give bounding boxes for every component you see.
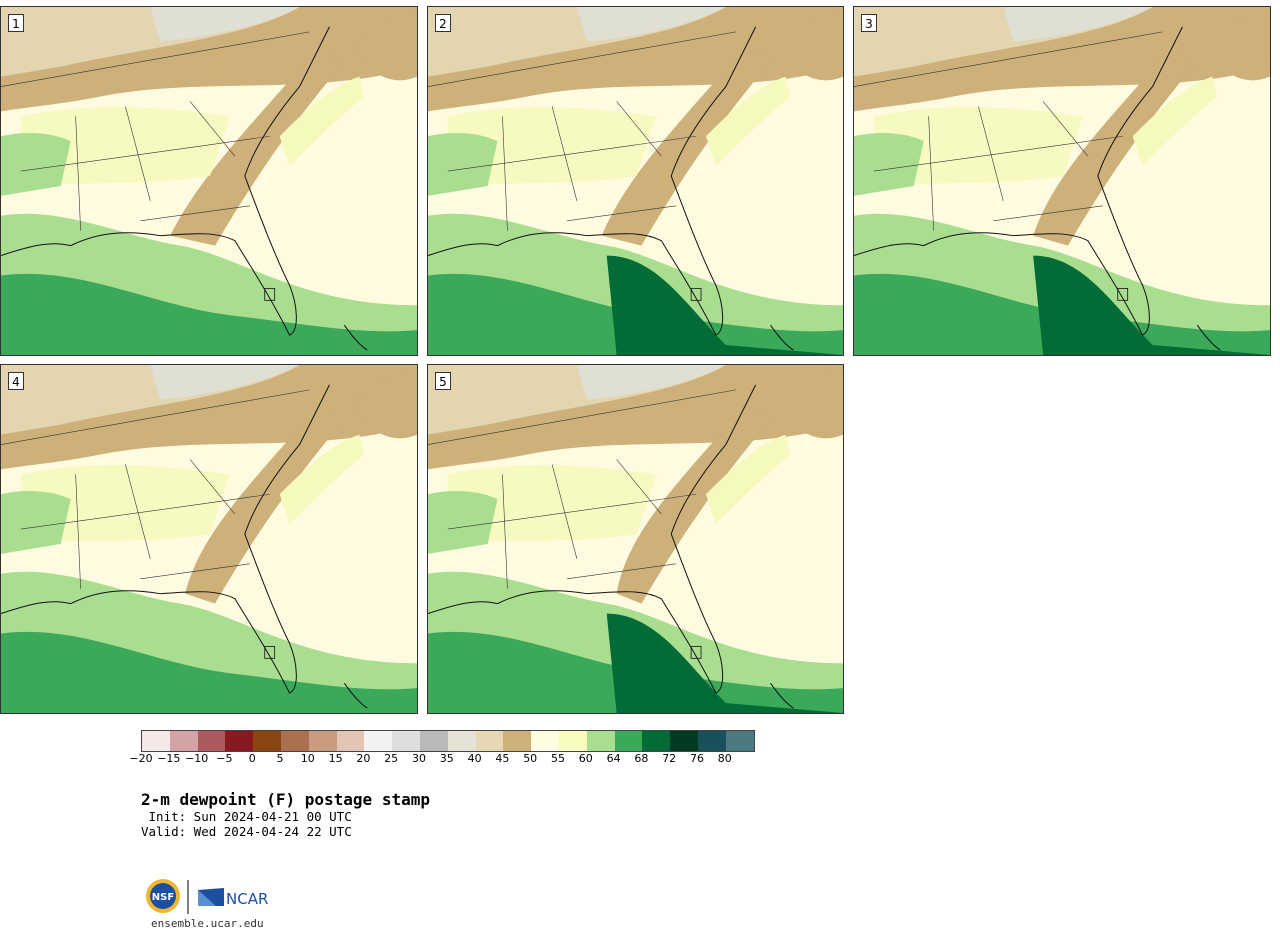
colorbar-tick-label: 50 [523, 752, 538, 765]
colorbar-swatch [253, 731, 281, 751]
colorbar-tick-label: 0 [248, 752, 256, 765]
colorbar-swatch [197, 731, 226, 751]
colorbar-tick-label: 60 [578, 752, 593, 765]
map-panel-5: 5 [427, 364, 844, 714]
colorbar-tick-label: 45 [495, 752, 510, 765]
colorbar-swatch [614, 731, 643, 751]
colorbar-swatch [225, 731, 254, 751]
valid-time: Valid: Wed 2024-04-24 22 UTC [141, 824, 352, 839]
colorbar-swatch [169, 731, 198, 751]
panel-number: 4 [8, 372, 24, 390]
colorbar-tick-label: 35 [439, 752, 454, 765]
colorbar-swatch [142, 731, 170, 751]
colorbar-swatch [642, 731, 671, 751]
colorbar-swatch [308, 731, 337, 751]
colorbar-swatch [336, 731, 365, 751]
svg-text:NCAR: NCAR [226, 890, 268, 908]
colorbar-tick-label: 15 [328, 752, 343, 765]
colorbar-swatch [697, 731, 726, 751]
colorbar-ticks: −20 −15 −10 −5 0 5 10 15 20 25 30 35 40 45 50 55 60 64 68 7… [129, 752, 761, 768]
colorbar-tick-label: 30 [412, 752, 426, 765]
colorbar-swatch [725, 731, 754, 751]
website-url: ensemble.ucar.edu [151, 917, 264, 930]
dewpoint-map-5 [428, 365, 843, 713]
colorbar-tick-label: −20 [129, 752, 153, 765]
panel-number: 2 [435, 14, 451, 32]
colorbar [141, 730, 755, 752]
colorbar-tick-label: −5 [216, 752, 233, 765]
colorbar-tick-label: 55 [551, 752, 565, 765]
colorbar-swatch [586, 731, 615, 751]
colorbar-tick-label: 68 [634, 752, 649, 765]
svg-text:NSF: NSF [152, 892, 174, 903]
plot-title: 2-m dewpoint (F) postage stamp [141, 790, 430, 809]
colorbar-swatch [419, 731, 448, 751]
colorbar-tick-label: 64 [606, 752, 621, 765]
colorbar-tick-label: −10 [184, 752, 209, 765]
panel-number: 5 [435, 372, 451, 390]
colorbar-tick-label: 20 [356, 752, 371, 765]
colorbar-swatch [503, 731, 532, 751]
dewpoint-map-3 [854, 7, 1270, 355]
nsf-ncar-logo: NSF NCAR [146, 879, 268, 914]
map-panel-1: 1 [0, 6, 418, 356]
colorbar-tick-label: 76 [690, 752, 704, 765]
dewpoint-map-1 [1, 7, 417, 355]
colorbar-swatch [558, 731, 587, 751]
panel-number: 3 [861, 14, 877, 32]
dewpoint-map-4 [1, 365, 417, 713]
colorbar-tick-label: 72 [662, 752, 677, 765]
dewpoint-map-2 [428, 7, 843, 355]
colorbar-swatch [670, 731, 698, 751]
colorbar-tick-label: 40 [467, 752, 482, 765]
panel-number: 1 [8, 14, 24, 32]
colorbar-swatch [447, 731, 476, 751]
colorbar-swatch [475, 731, 504, 751]
colorbar-tick-label: 80 [717, 752, 732, 765]
colorbar-tick-label: −15 [157, 752, 181, 765]
colorbar-swatch [392, 731, 420, 751]
colorbar-swatch [280, 731, 309, 751]
map-panel-4: 4 [0, 364, 418, 714]
colorbar-tick-label: 10 [300, 752, 315, 765]
map-panel-3: 3 [853, 6, 1271, 356]
map-panel-2: 2 [427, 6, 844, 356]
colorbar-tick-label: 25 [384, 752, 399, 765]
colorbar-tick-label: 5 [276, 752, 284, 765]
init-time: Init: Sun 2024-04-21 00 UTC [141, 809, 352, 824]
colorbar-swatch [364, 731, 393, 751]
colorbar-swatch [531, 731, 559, 751]
